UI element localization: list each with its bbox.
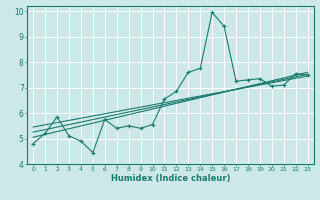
X-axis label: Humidex (Indice chaleur): Humidex (Indice chaleur) [111, 174, 230, 183]
